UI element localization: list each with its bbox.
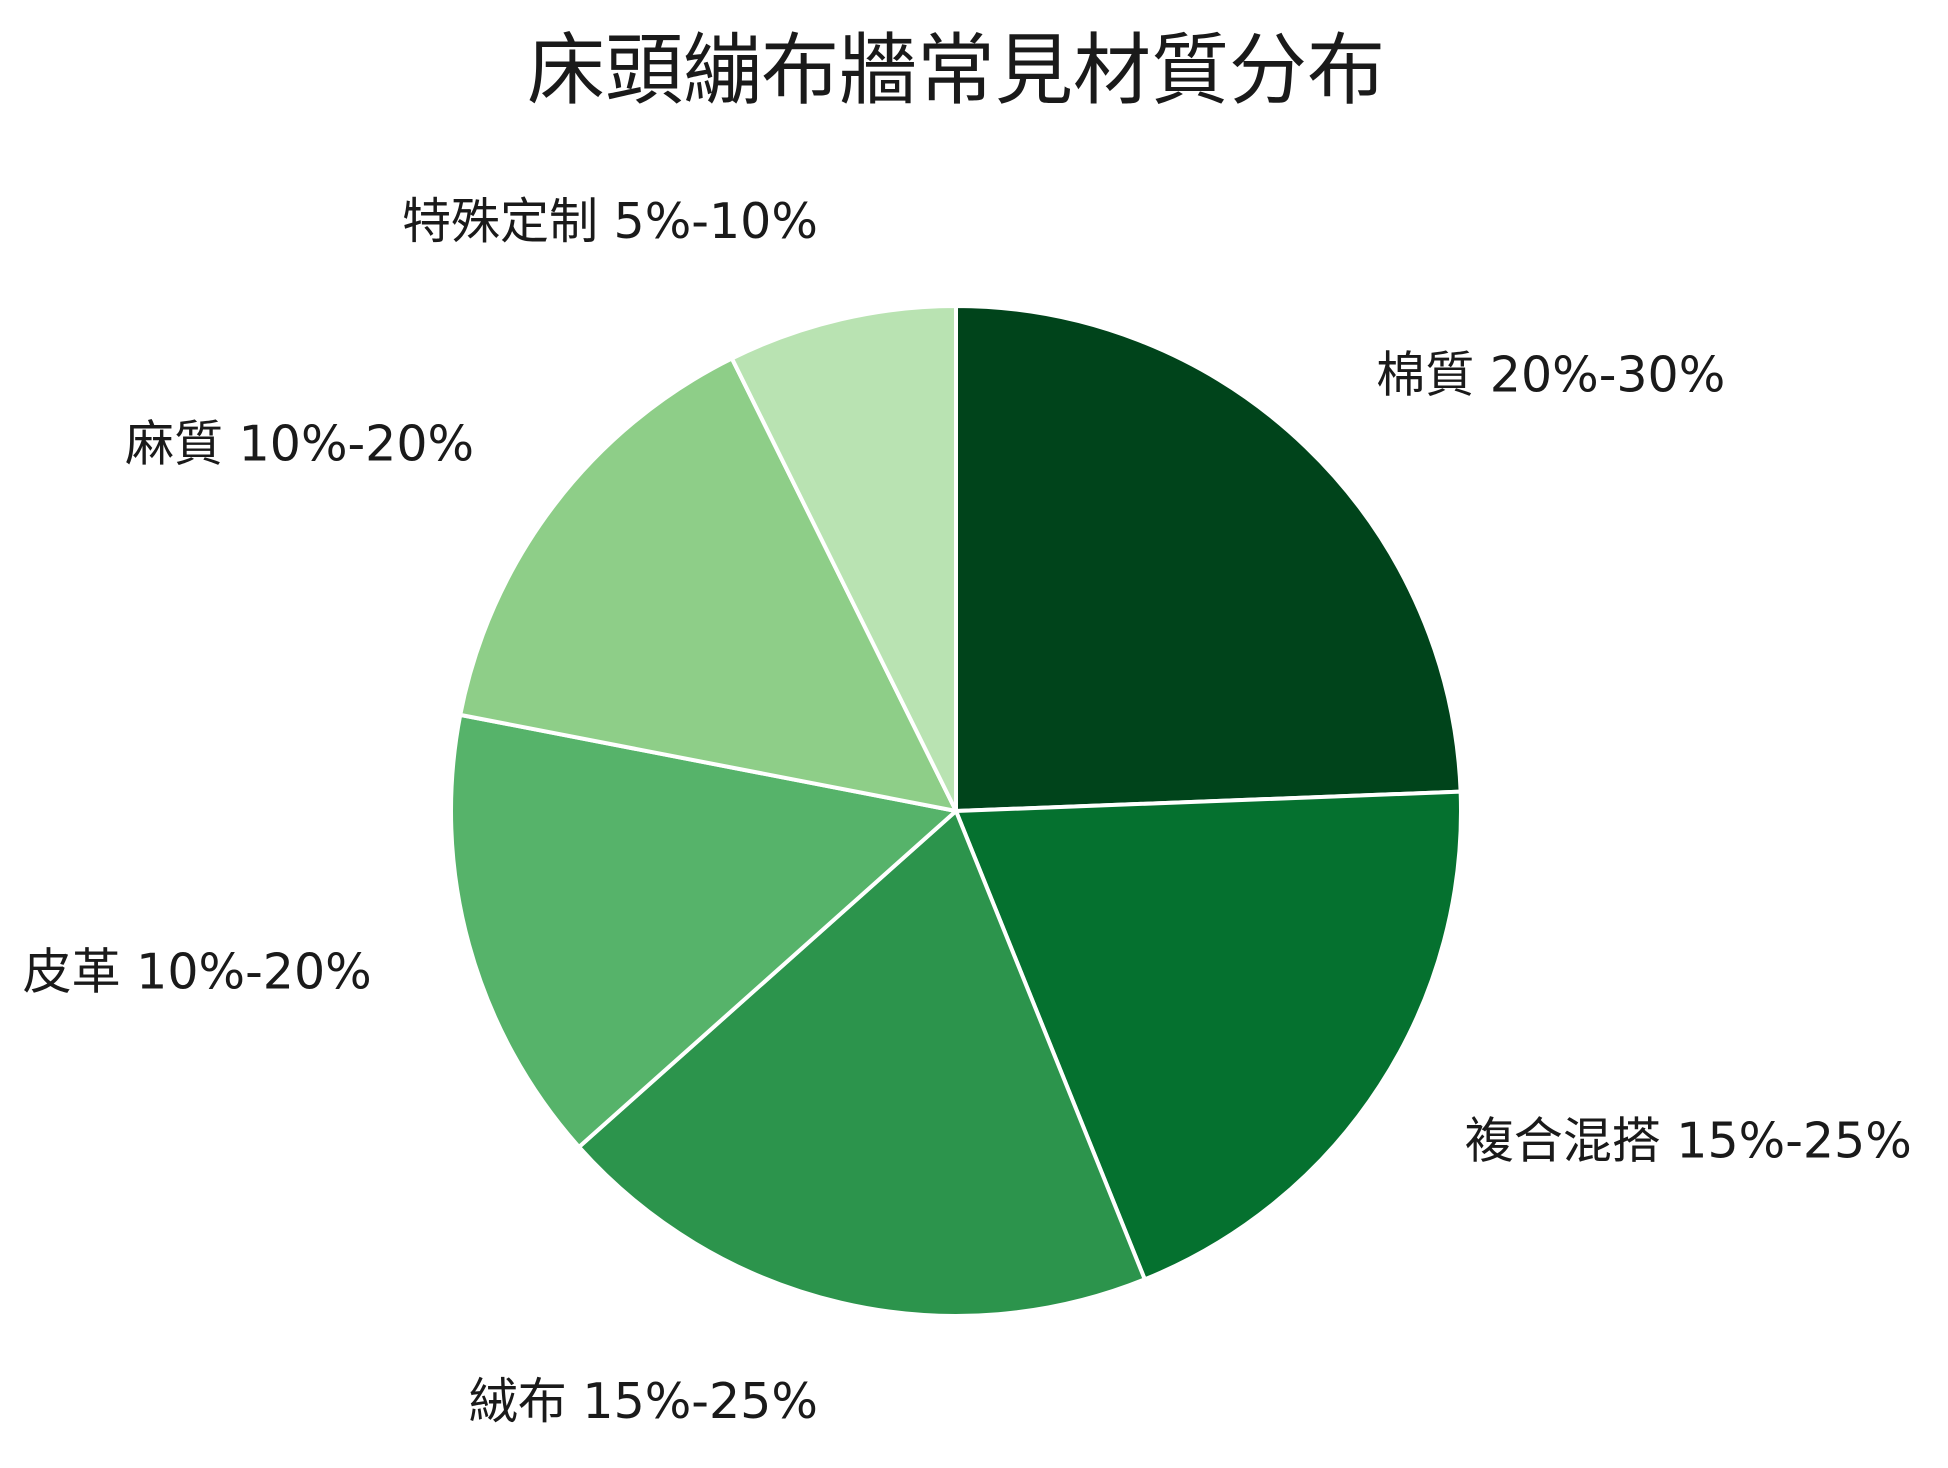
pie-slice-2 xyxy=(576,809,1147,1318)
slice-label-3: 皮革 10%-20% xyxy=(23,943,372,1000)
pie-slice-0 xyxy=(954,304,1463,813)
pie-slice-4 xyxy=(458,356,958,813)
slice-label-name: 麻質 xyxy=(125,415,223,472)
slice-label-name: 皮革 xyxy=(23,943,121,1000)
slice-label-range: 20%-30% xyxy=(1474,346,1725,403)
slice-label-name: 棉質 xyxy=(1376,346,1474,403)
pie-slice-3 xyxy=(449,712,958,1149)
slice-label-range: 10%-20% xyxy=(121,943,372,1000)
slice-label-name: 複合混搭 xyxy=(1465,1112,1661,1169)
slice-label-1: 複合混搭 15%-25% xyxy=(1465,1112,1912,1169)
slice-label-range: 15%-25% xyxy=(1661,1112,1912,1169)
slice-label-name: 特殊定制 xyxy=(402,192,598,249)
slice-label-0: 棉質 20%-30% xyxy=(1376,346,1725,403)
slice-label-range: 10%-20% xyxy=(223,415,474,472)
pie-slice-5 xyxy=(729,304,958,813)
slice-label-5: 特殊定制 5%-10% xyxy=(402,192,818,249)
pie-labels: 棉質 20%-30%複合混搭 15%-25%絨布 15%-25%皮革 10%-2… xyxy=(23,192,1912,1429)
slice-label-4: 麻質 10%-20% xyxy=(125,415,474,472)
slice-label-range: 5%-10% xyxy=(598,192,818,249)
pie-slices xyxy=(449,304,1463,1318)
slice-label-range: 15%-25% xyxy=(567,1373,818,1430)
pie-slice-1 xyxy=(954,789,1463,1282)
slice-label-name: 絨布 xyxy=(469,1373,567,1430)
slice-label-2: 絨布 15%-25% xyxy=(469,1373,818,1430)
chart-title: 床頭繃布牆常見材質分布 xyxy=(527,26,1385,116)
